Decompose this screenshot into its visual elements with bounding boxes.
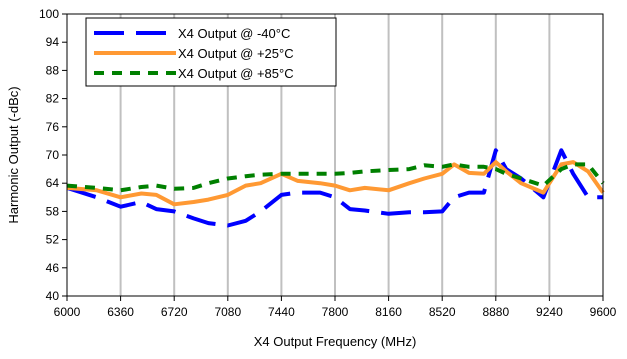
x-tick-label: 6360 <box>107 305 134 319</box>
x-tick-label: 7800 <box>322 305 349 319</box>
y-tick-label: 52 <box>46 233 60 247</box>
x-tick-label: 6000 <box>54 305 81 319</box>
x-tick-label: 9600 <box>590 305 617 319</box>
y-axis-title: Harmonic Output (-dBc) <box>6 86 21 223</box>
x-tick-label: 8160 <box>375 305 402 319</box>
x-tick-label: 8520 <box>429 305 456 319</box>
y-tick-label: 70 <box>46 148 60 162</box>
y-tick-label: 46 <box>46 261 60 275</box>
y-tick-label: 76 <box>46 120 60 134</box>
y-tick-label: 94 <box>46 35 60 49</box>
legend-label-2: X4 Output @ +25°C <box>178 46 294 61</box>
legend: X4 Output @ -40°C X4 Output @ +25°C X4 Out… <box>85 17 337 87</box>
series-line-3 <box>66 162 605 193</box>
x-tick-label: 8880 <box>482 305 509 319</box>
y-tick-label: 100 <box>39 7 59 21</box>
y-tick-label: 82 <box>46 92 60 106</box>
axes: 6000 6360 6720 7080 7440 7800 8160 8520 8880 9240… <box>39 7 617 319</box>
x-tick-label: 7440 <box>268 305 295 319</box>
y-tick-label: 40 <box>46 289 60 303</box>
series-lines <box>66 148 605 228</box>
legend-label-1: X4 Output @ -40°C <box>178 26 290 41</box>
x-tick-label: 9240 <box>536 305 563 319</box>
y-tick-label: 88 <box>46 63 60 77</box>
legend-label-3: X4 Output @ +85°C <box>178 66 294 81</box>
series-line-2 <box>66 160 605 207</box>
x-tick-label: 6720 <box>161 305 188 319</box>
x-tick-label: 7080 <box>214 305 241 319</box>
y-tick-label: 64 <box>46 176 60 190</box>
x-axis-title: X4 Output Frequency (MHz) <box>254 334 417 349</box>
y-tick-label: 58 <box>46 204 60 218</box>
